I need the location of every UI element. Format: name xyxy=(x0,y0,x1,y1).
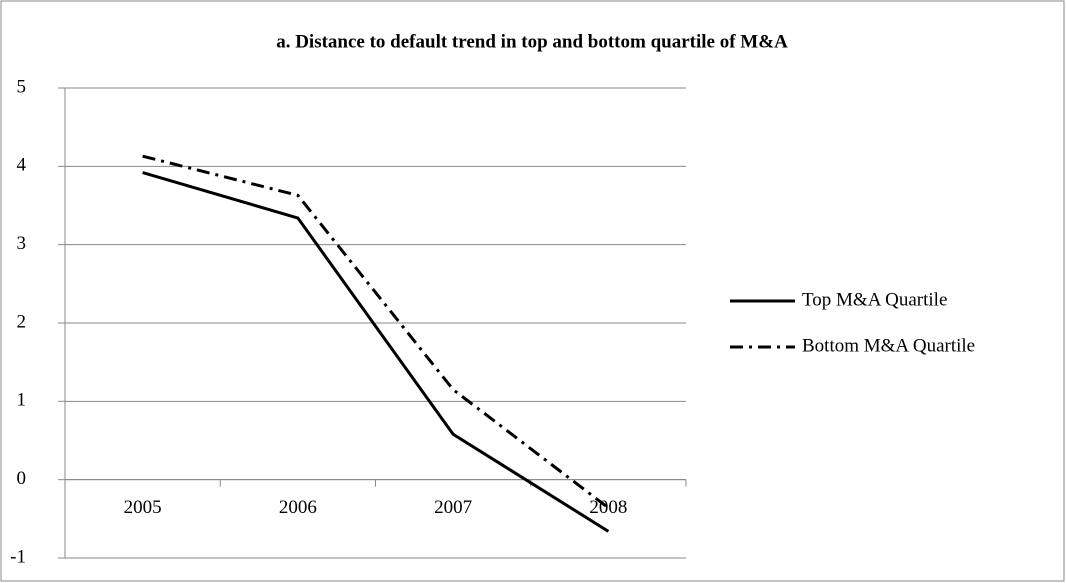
y-tick-label: 1 xyxy=(17,390,27,411)
x-tick-label: 2006 xyxy=(279,497,317,518)
y-tick-label: 3 xyxy=(17,233,27,254)
y-tick-label: -1 xyxy=(10,546,26,567)
y-tick-label: 5 xyxy=(17,76,27,97)
series-line xyxy=(142,154,610,510)
series-line xyxy=(142,171,610,533)
chart-title: a. Distance to default trend in top and … xyxy=(276,31,788,52)
y-tick-label: 0 xyxy=(17,468,27,489)
y-tick-label: 2 xyxy=(17,311,27,332)
x-tick-label: 2007 xyxy=(434,497,472,518)
x-tick-label: 2008 xyxy=(589,497,627,518)
legend-label: Bottom M&A Quartile xyxy=(802,335,975,356)
y-tick-label: 4 xyxy=(17,155,27,176)
legend-label: Top M&A Quartile xyxy=(802,289,947,310)
x-tick-label: 2005 xyxy=(124,497,162,518)
